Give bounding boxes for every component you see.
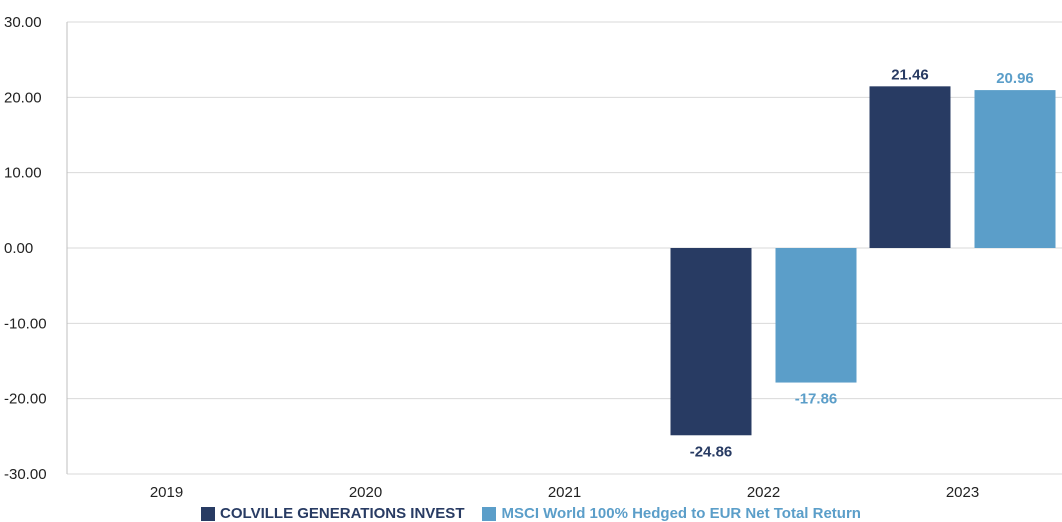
y-tick-label: 10.00 bbox=[4, 165, 42, 182]
x-tick-label: 2023 bbox=[946, 484, 979, 501]
data-label: 20.96 bbox=[996, 70, 1034, 87]
bar-colville-2022[interactable] bbox=[670, 248, 752, 436]
x-tick-label: 2021 bbox=[548, 484, 581, 501]
x-tick-label: 2019 bbox=[150, 484, 183, 501]
legend-label-msci: MSCI World 100% Hedged to EUR Net Total … bbox=[501, 505, 861, 522]
legend: COLVILLE GENERATIONS INVEST MSCI World 1… bbox=[0, 505, 1062, 522]
y-tick-label: -30.00 bbox=[4, 466, 47, 483]
legend-item-colville[interactable]: COLVILLE GENERATIONS INVEST bbox=[201, 505, 464, 522]
x-tick-label: 2022 bbox=[747, 484, 780, 501]
y-tick-label: 20.00 bbox=[4, 89, 42, 106]
data-label: -17.86 bbox=[795, 391, 838, 408]
x-tick-label: 2020 bbox=[349, 484, 382, 501]
data-label: -24.86 bbox=[690, 443, 733, 460]
bar-colville-2023[interactable] bbox=[869, 86, 951, 249]
legend-label-colville: COLVILLE GENERATIONS INVEST bbox=[220, 505, 465, 522]
bar-msci-2023[interactable] bbox=[974, 90, 1056, 248]
bar-msci-2022[interactable] bbox=[775, 248, 857, 383]
y-tick-label: -20.00 bbox=[4, 391, 47, 408]
y-tick-label: -10.00 bbox=[4, 315, 47, 332]
legend-item-msci[interactable]: MSCI World 100% Hedged to EUR Net Total … bbox=[482, 505, 861, 522]
data-label: 21.46 bbox=[891, 66, 929, 83]
y-tick-label: 0.00 bbox=[4, 240, 33, 257]
y-tick-label: 30.00 bbox=[4, 14, 42, 31]
legend-swatch-colville bbox=[201, 506, 216, 521]
legend-swatch-msci bbox=[482, 506, 497, 521]
